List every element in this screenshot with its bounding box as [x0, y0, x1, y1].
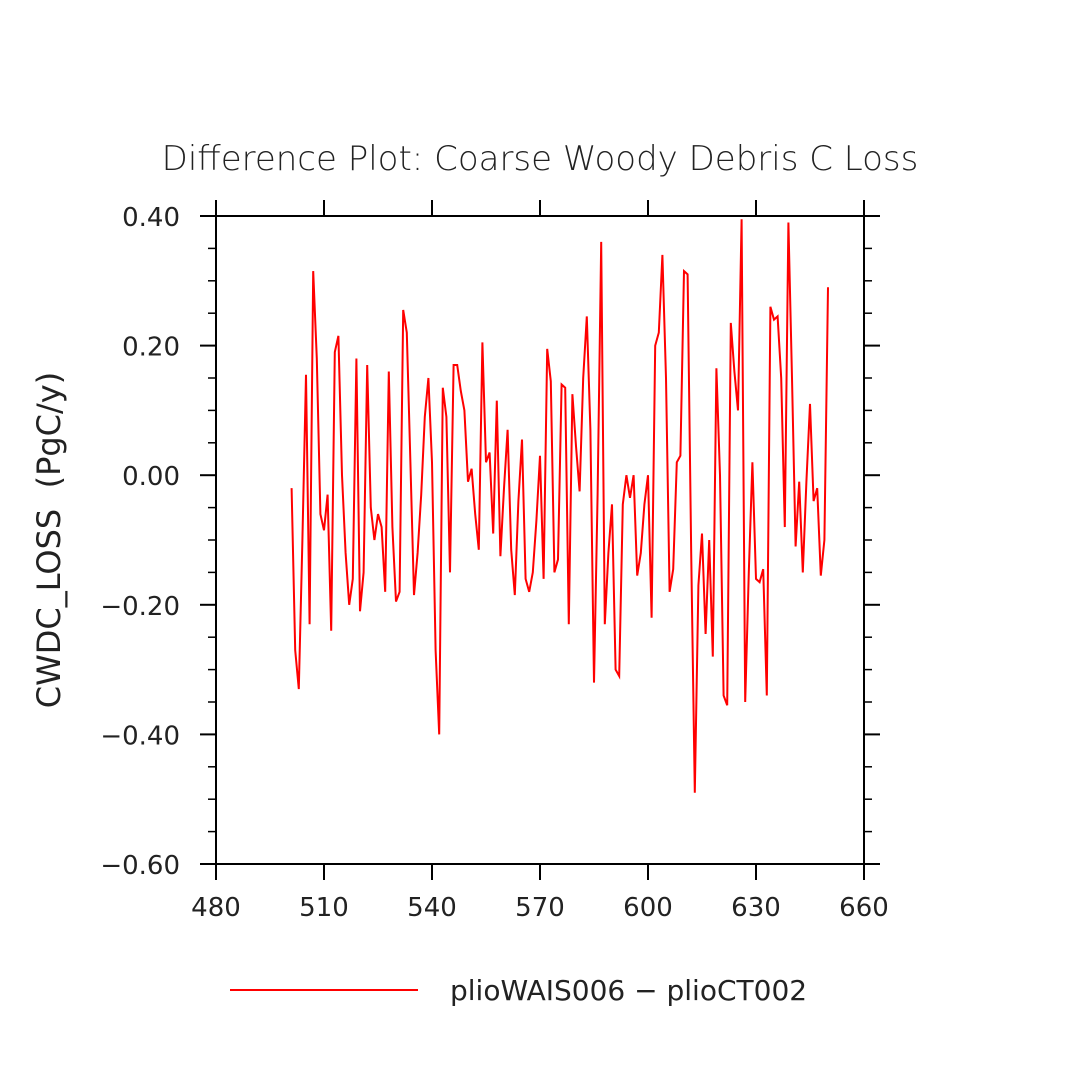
- y-tick-label: −0.60: [100, 851, 180, 881]
- y-tick-label: −0.40: [100, 721, 180, 751]
- x-tick-label: 480: [191, 893, 241, 923]
- y-tick-label: −0.20: [100, 592, 180, 622]
- x-tick-label: 570: [515, 893, 565, 923]
- legend-label: plioWAIS006 − plioCT002: [450, 974, 807, 1007]
- y-tick-label: 0.20: [122, 333, 180, 363]
- x-tick-label: 510: [299, 893, 349, 923]
- axis-ticks: [200, 200, 880, 880]
- x-tick-label: 540: [407, 893, 457, 923]
- series-layer: [290, 219, 829, 793]
- x-tick-label: 600: [623, 893, 673, 923]
- chart-title: Difference Plot: Coarse Woody Debris C L…: [162, 139, 919, 179]
- y-axis-label: CWDC_LOSS (PgC/y): [30, 372, 68, 708]
- legend: plioWAIS006 − plioCT002: [230, 974, 807, 1007]
- x-tick-label: 630: [731, 893, 781, 923]
- y-axis-label-group: CWDC_LOSS (PgC/y): [30, 372, 68, 708]
- x-tick-label: 660: [839, 893, 889, 923]
- axis-tick-labels: 480 510 540 570 600 630 660 −0.60 −0.40 −0.20 0.00…: [100, 203, 889, 923]
- y-tick-label: 0.00: [122, 462, 180, 492]
- series-line-0: [290, 219, 829, 793]
- y-tick-label: 0.40: [122, 203, 180, 233]
